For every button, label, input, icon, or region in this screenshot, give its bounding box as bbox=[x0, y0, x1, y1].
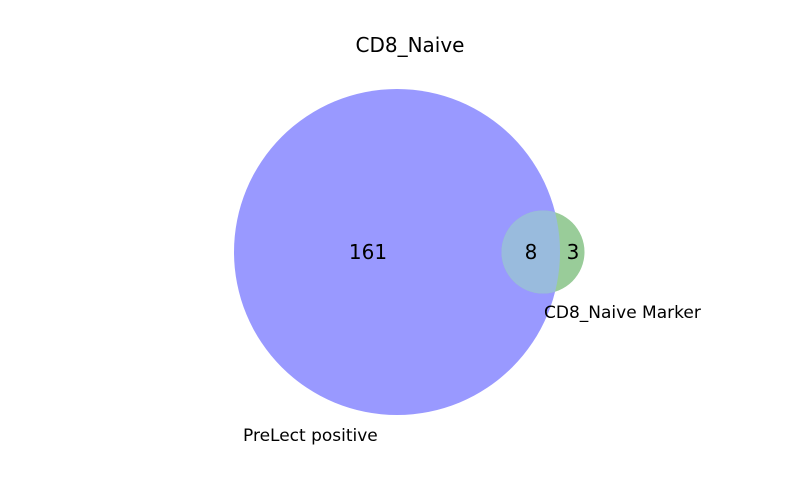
intersection-count: 8 bbox=[525, 240, 538, 264]
set-a-label: PreLect positive bbox=[243, 426, 378, 446]
set-a-only-count: 161 bbox=[349, 240, 387, 264]
set-b-only-count: 3 bbox=[567, 240, 580, 264]
intersection-region bbox=[501, 210, 560, 294]
set-b-label: CD8_Naive Marker bbox=[544, 303, 701, 323]
set-a-circle bbox=[234, 89, 560, 415]
chart-title: CD8_Naive bbox=[355, 33, 464, 57]
